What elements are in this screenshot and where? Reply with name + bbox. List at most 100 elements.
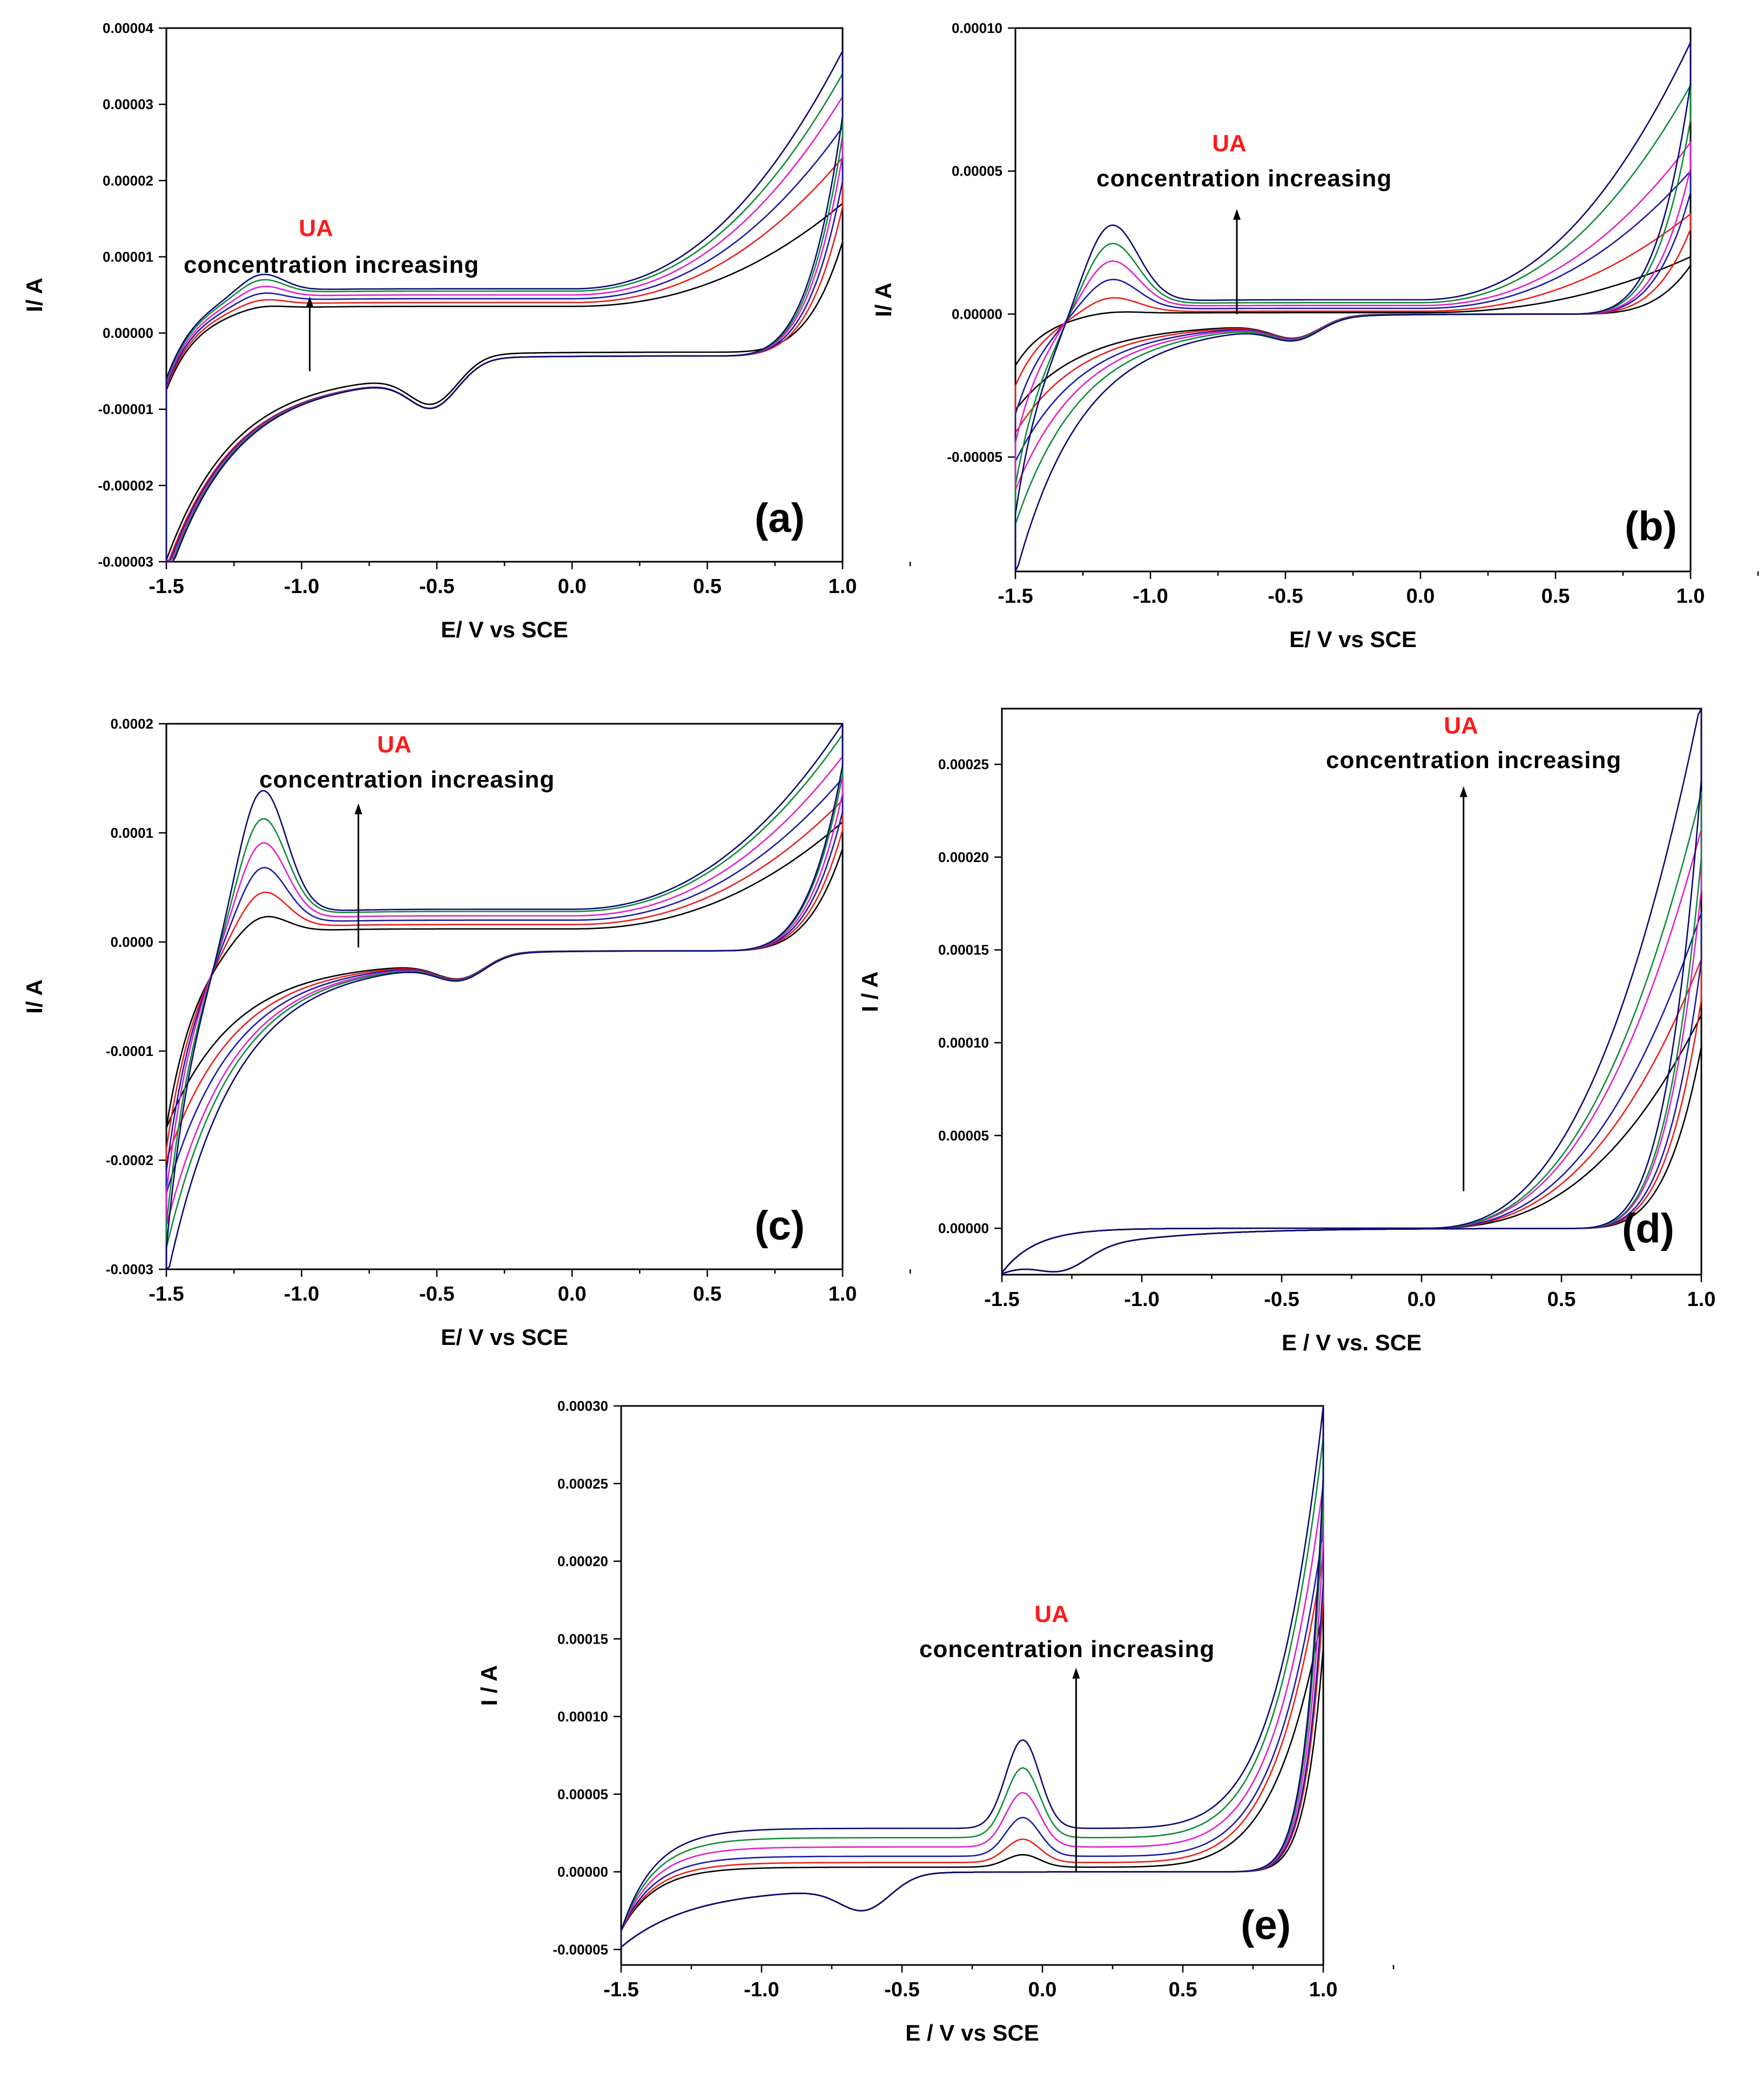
y-tick-label: 0.00002 (103, 172, 153, 189)
y-axis-title: I / A (857, 971, 883, 1012)
x-tick-label: -1.5 (603, 1978, 638, 2001)
x-tick-label: -0.5 (1264, 1288, 1299, 1311)
cv-curve-series-3 (165, 126, 844, 563)
x-tick-label: 0.5 (693, 1283, 722, 1305)
y-tick-label: 0.00000 (103, 325, 153, 341)
y-tick-label: 0.00025 (557, 1476, 608, 1492)
x-tick-label: 1.0 (1677, 585, 1705, 608)
panel-label: (b) (1625, 503, 1677, 549)
cv-curve-series-1 (165, 821, 844, 1129)
ua-label: UA (1212, 130, 1247, 157)
panel-label: (d) (1622, 1206, 1674, 1251)
y-tick-label: -0.00003 (98, 554, 153, 570)
cv-curve-series-4 (165, 96, 844, 563)
y-tick-label: -0.00002 (98, 477, 153, 494)
concentration-label: concentration increasing (259, 766, 555, 793)
y-tick-label: -0.0002 (106, 1152, 153, 1168)
cv-curve-series-2 (165, 157, 844, 563)
arrow-head (1072, 1667, 1080, 1679)
cv-curve-series-3 (620, 1529, 1324, 1948)
x-tick-label: -0.5 (1268, 585, 1303, 608)
panel-label: (a) (755, 495, 805, 541)
x-tick-label: -1.5 (984, 1288, 1019, 1311)
x-tick-label: 1.0 (1687, 1288, 1716, 1311)
y-tick-label: 0.00004 (103, 20, 154, 36)
y-tick-label: 0.00030 (557, 1398, 608, 1414)
ua-label: UA (1444, 712, 1478, 739)
x-tick-label: 1.0 (829, 1283, 857, 1305)
y-tick-label: 0.00020 (557, 1553, 608, 1570)
x-tick-label: -1.0 (1133, 585, 1168, 608)
panel-e: -1.5 -1.0 -0.5 0.0 0.5 1.0 -0.00005 0.00000 0.00… (476, 1398, 1395, 2045)
cv-curve-series-5 (1014, 84, 1692, 525)
y-tick-label: -0.00001 (98, 401, 153, 418)
y-tick-label: 0.00000 (557, 1864, 608, 1880)
x-tick-label: -0.5 (419, 1283, 454, 1305)
concentration-label: concentration increasing (1096, 165, 1392, 192)
cv-curve-series-4 (1014, 142, 1692, 491)
x-tick-label: 0.0 (558, 575, 587, 598)
y-tick-label: 0.0000 (110, 934, 153, 950)
arrow-head (306, 297, 314, 308)
x-tick-label: 0.5 (1547, 1288, 1576, 1311)
cv-curve-series-6 (165, 50, 844, 563)
cv-curve-series-6 (1014, 42, 1692, 573)
y-tick-label: 0.00010 (952, 20, 1002, 36)
y-tick-label: -0.00005 (553, 1941, 608, 1957)
cv-curve-series-2 (620, 1552, 1324, 1948)
y-tick-label: 0.0001 (110, 825, 153, 841)
cv-curve-series-1 (1014, 256, 1692, 411)
y-tick-label: 0.00005 (952, 163, 1002, 179)
cv-curve-series-5 (165, 733, 844, 1249)
y-tick-label: 0.00010 (938, 1034, 989, 1051)
cv-curve-series-1 (165, 203, 844, 561)
x-tick-label: 0.0 (1406, 585, 1435, 608)
panel-label: (c) (755, 1203, 805, 1249)
x-axis-title: E / V vs. SCE (1282, 1330, 1422, 1355)
x-axis-title: E / V vs SCE (905, 2020, 1039, 2045)
y-tick-label: 0.00000 (952, 306, 1002, 322)
concentration-label: concentration increasing (184, 252, 479, 278)
x-tick-label: -1.0 (284, 575, 319, 598)
x-tick-label: 0.0 (1028, 1978, 1057, 2001)
cv-curve-series-3 (1014, 170, 1692, 462)
y-tick-label: 0.0002 (110, 716, 153, 732)
cv-curve-series-6 (1001, 708, 1702, 1275)
concentration-label: concentration increasing (1326, 747, 1621, 773)
x-axis-title: E/ V vs SCE (1289, 627, 1417, 652)
cv-curve-series-2 (1014, 213, 1692, 434)
cv-curve-series-5 (165, 73, 844, 563)
x-tick-label: 0.0 (558, 1283, 587, 1305)
cv-curve-series-4 (620, 1483, 1324, 1948)
plot-frame (1001, 708, 1702, 1276)
cv-curve-series-6 (165, 723, 844, 1270)
x-tick-label: -1.5 (998, 585, 1033, 608)
concentration-label: concentration increasing (919, 1636, 1215, 1662)
x-tick-label: -0.5 (419, 575, 454, 598)
x-tick-label: 0.5 (693, 575, 722, 598)
y-tick-label: -0.0003 (106, 1261, 153, 1277)
x-tick-label: 0.0 (1408, 1288, 1436, 1311)
y-tick-label: 0.00015 (557, 1631, 608, 1647)
y-tick-label: -0.0001 (106, 1043, 153, 1059)
x-axis-title: E/ V vs SCE (441, 1324, 568, 1350)
y-axis-title: I / A (476, 1665, 502, 1706)
arrow-head (1233, 208, 1241, 220)
y-tick-label: 0.00020 (938, 849, 989, 865)
cv-curve-series-2 (165, 799, 844, 1162)
x-tick-label: -1.0 (1124, 1288, 1159, 1311)
panel-b: -1.5 -1.0 -0.5 0.0 0.5 1.0 -0.00005 0.00000 0.00… (871, 20, 1759, 652)
cv-curve-series-4 (1001, 829, 1702, 1275)
ua-label: UA (299, 215, 333, 241)
x-tick-label: -1.0 (284, 1283, 319, 1305)
x-axis-title: E/ V vs SCE (441, 617, 568, 642)
ua-label: UA (1034, 1601, 1069, 1627)
panel-c: -1.5 -1.0 -0.5 0.0 0.5 1.0 -0.0003 -0.0002 -0.00… (22, 716, 911, 1350)
y-tick-label: 0.00015 (938, 942, 989, 958)
ua-label: UA (377, 731, 412, 758)
x-tick-label: 1.0 (1309, 1978, 1338, 2001)
y-tick-label: 0.00010 (557, 1708, 608, 1725)
plot-frame (620, 1405, 1324, 1966)
cv-curve-series-5 (1001, 791, 1702, 1275)
